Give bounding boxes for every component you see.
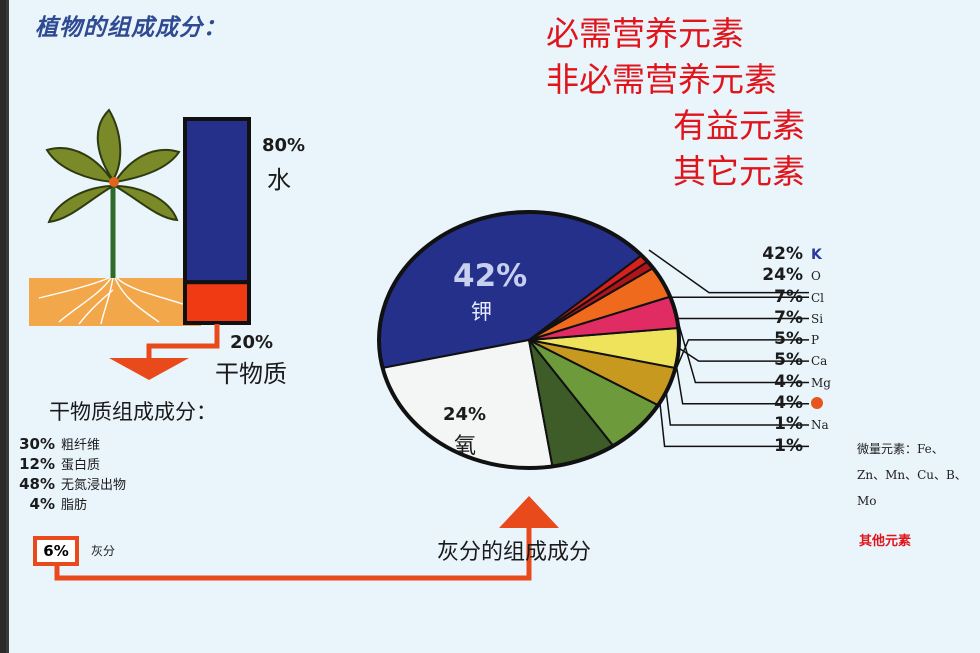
legend-item: 7% Cl [774, 286, 825, 307]
drymatter-percent: 20% [230, 332, 274, 353]
pie-label-o-percent: 24% [443, 404, 487, 425]
drymatter-arrow-icon [109, 324, 220, 380]
legend-item: 4% [745, 393, 831, 414]
legend-item: 5% P [774, 329, 820, 350]
other-elements-label: 其他元素 [859, 534, 912, 549]
list-item: 12% 蛋白质 [19, 455, 101, 473]
ash-label: 灰分 [91, 544, 116, 558]
legend-item: 4% Mg [774, 371, 831, 392]
bud-icon [109, 177, 119, 187]
category-non-essential: 非必需营养元素 [546, 60, 777, 99]
ash-percent-box: 6% [33, 536, 79, 566]
list-item: 30% 粗纤维 [19, 435, 101, 453]
pie-label-k-percent: 42% [453, 258, 528, 294]
drymatter-heading: 干物质组成成分： [49, 400, 217, 424]
legend-item: 1% [774, 435, 803, 456]
list-item: 48% 无氮浸出物 [19, 475, 127, 493]
water-drymatter-bar [183, 117, 251, 325]
water-percent: 80% [262, 135, 306, 156]
slide-panel: 植物的组成成分： 必需营养元素 非必需营养元素 有益元素 其它元素 80% 水 [6, 0, 980, 653]
category-other: 其它元素 [673, 152, 805, 191]
legend-item: 24% O [762, 265, 821, 286]
ash-arrow-icon [54, 496, 559, 581]
trace-elements-note: 微量元素：Fe、 Zn、Mn、Cu、B、 Mo [857, 442, 967, 508]
plant-illustration [29, 108, 201, 326]
pie-label-k-name: 钾 [471, 300, 492, 324]
leader-line [678, 347, 809, 362]
pie-label-o-name: 氧 [454, 434, 477, 459]
legend-item: 7% Si [774, 307, 824, 328]
drymatter-bar-segment [183, 280, 251, 325]
drymatter-list: 30% 粗纤维 12% 蛋白质 48% 无氮浸出物 4% 脂肪 [15, 434, 126, 514]
drymatter-label: 干物质 [215, 360, 287, 388]
water-label: 水 [267, 166, 291, 194]
legend-item: 42% K [762, 244, 822, 264]
pie-legend: 42% K 24% O 7% Cl 7% Si 5% P 5% Ca 4% Mg 4% 1% N… [745, 244, 831, 457]
ash-heading: 灰分的组成成分 [437, 540, 592, 565]
orange-dot-icon [811, 397, 823, 410]
category-beneficial: 有益元素 [673, 106, 805, 145]
list-item: 4% 脂肪 [29, 495, 88, 513]
pie-outline [377, 210, 681, 470]
category-essential: 必需营养元素 [546, 14, 744, 53]
page-title: 植物的组成成分： [35, 15, 227, 41]
leader-line [674, 311, 809, 384]
water-bar-segment [183, 117, 251, 285]
soil-icon [29, 278, 201, 326]
leaf-icon [45, 108, 181, 224]
legend-item: 5% Ca [774, 350, 828, 371]
leader-line [648, 249, 809, 294]
legend-item: 1% Na [774, 414, 829, 435]
ash-pie-chart [377, 210, 681, 470]
